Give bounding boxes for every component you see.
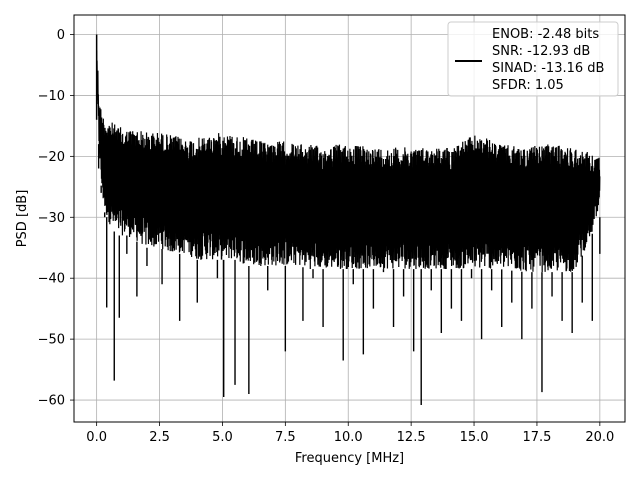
x-tick-label: 15.0 [460, 430, 489, 445]
x-tick-label: 17.5 [522, 430, 551, 445]
psd-noise-band [96, 50, 601, 273]
x-tick-label: 10.0 [334, 430, 363, 445]
legend-entry-line: ENOB: -2.48 bits [492, 27, 599, 42]
data-series [95, 34, 601, 405]
legend-entry-line: SNR: -12.93 dB [492, 44, 590, 59]
y-tick-label: −40 [38, 272, 65, 287]
x-tick-label: 20.0 [585, 430, 614, 445]
legend-entry-line: SINAD: -13.16 dB [492, 61, 604, 76]
y-tick-label: −30 [38, 211, 65, 226]
psd-series-line [97, 144, 601, 405]
axes-frame [73, 14, 626, 423]
legend: ENOB: -2.48 bits SNR: -12.93 dB SINAD: -13… [447, 21, 619, 97]
x-tick-label: 12.5 [397, 430, 426, 445]
y-tick-label: −20 [38, 150, 65, 165]
x-tick-label: 7.5 [275, 430, 296, 445]
axis-ticks: 0.0 2.5 5.0 7.5 10.0 12.5 15.0 17.5 20.0 0 −10 −20 −… [38, 28, 615, 445]
x-tick-label: 5.0 [212, 430, 233, 445]
y-tick-label: −10 [38, 89, 65, 104]
y-tick-label: 0 [57, 28, 65, 43]
x-axis-label: Frequency [MHz] [295, 451, 404, 466]
y-tick-label: −60 [38, 394, 65, 409]
x-tick-label: 2.5 [149, 430, 170, 445]
legend-entry-line: SFDR: 1.05 [492, 78, 564, 93]
legend-box [447, 21, 619, 97]
x-tick-label: 0.0 [86, 430, 107, 445]
y-tick-label: −50 [38, 333, 65, 348]
y-axis-label: PSD [dB] [15, 190, 30, 248]
